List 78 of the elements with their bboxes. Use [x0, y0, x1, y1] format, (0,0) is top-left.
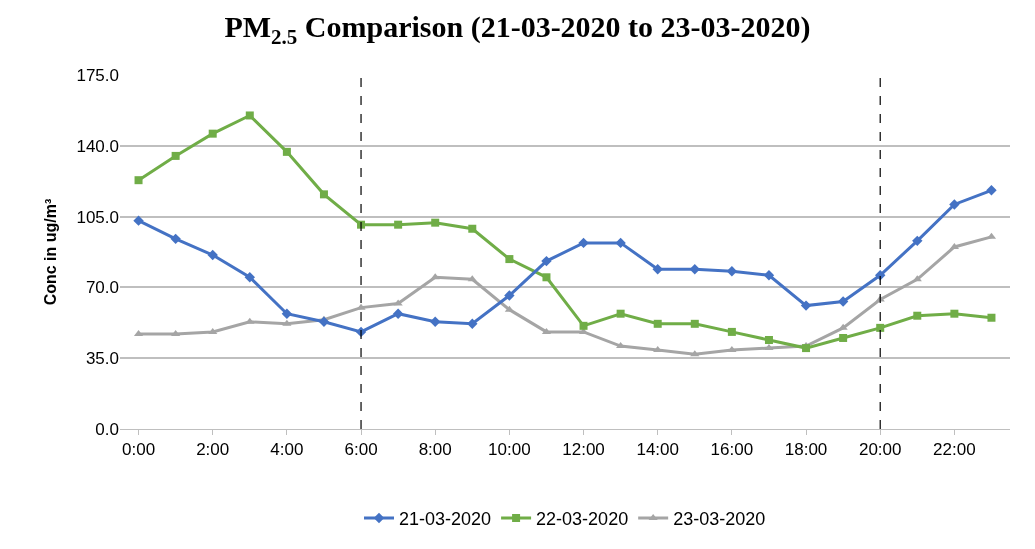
x-tick-label: 22:00	[933, 440, 976, 460]
point	[987, 313, 996, 322]
y-tick-label: 35.0	[85, 349, 119, 369]
x-tick-label: 20:00	[858, 440, 902, 460]
point	[615, 237, 626, 249]
point	[171, 329, 181, 336]
point	[949, 242, 959, 249]
point	[245, 111, 254, 120]
y-tick-label: 105.0	[76, 207, 119, 227]
point	[690, 350, 700, 357]
point	[504, 305, 514, 312]
point	[764, 335, 773, 344]
point	[505, 255, 514, 264]
point	[616, 309, 625, 318]
point	[318, 316, 330, 327]
point	[208, 129, 217, 138]
point	[468, 224, 477, 233]
legend-label: 22-03-2020	[536, 509, 629, 530]
point	[764, 344, 774, 351]
point	[578, 237, 589, 249]
point	[393, 299, 403, 306]
y-tick-label: 70.0	[85, 278, 119, 298]
point	[837, 296, 849, 307]
point	[839, 333, 848, 342]
point	[430, 316, 441, 327]
point	[282, 319, 292, 326]
x-tick-label: 14:00	[636, 440, 679, 460]
x-tick-label: 12:00	[562, 440, 605, 460]
point	[208, 327, 218, 334]
point	[875, 270, 886, 281]
point	[504, 290, 515, 301]
point	[579, 321, 588, 330]
point	[689, 263, 700, 275]
chart-title: PM$_{2.5}$ Comparison (21-03-2020 to 23-03-2020)	[224, 10, 811, 49]
point	[726, 266, 738, 277]
point	[802, 344, 811, 353]
point	[134, 176, 143, 185]
x-tick-label: 16:00	[710, 440, 754, 460]
point	[652, 263, 663, 275]
point	[913, 311, 922, 320]
point	[950, 309, 959, 318]
y-axis-title: Conc in ug/m³	[42, 198, 60, 306]
point	[653, 319, 662, 328]
point	[282, 147, 291, 156]
point	[690, 319, 699, 328]
point	[281, 308, 293, 319]
point	[541, 255, 552, 267]
point	[542, 273, 551, 282]
x-tick-label: 2:00	[196, 440, 230, 460]
x-tick-label: 4:00	[270, 440, 304, 460]
y-tick-label: 140.0	[76, 136, 119, 156]
y-tick-label: 0.0	[95, 419, 119, 439]
legend-label: 21-03-2020	[399, 509, 492, 530]
x-tick-label: 0:00	[121, 440, 156, 460]
x-tick-label: 8:00	[418, 440, 452, 460]
point	[319, 190, 328, 199]
point	[876, 323, 885, 332]
point	[394, 220, 403, 229]
point	[207, 249, 218, 261]
point	[170, 233, 181, 245]
x-tick-label: 18:00	[784, 440, 828, 460]
point	[467, 318, 478, 330]
point	[912, 235, 923, 247]
x-tick-label: 6:00	[344, 440, 378, 460]
point	[431, 218, 440, 227]
point	[727, 346, 737, 353]
point	[392, 308, 404, 319]
point	[133, 215, 144, 226]
legend-label: 23-03-2020	[673, 509, 766, 530]
point	[986, 185, 997, 196]
point	[949, 199, 960, 210]
x-tick-label: 10:00	[488, 440, 531, 460]
point	[763, 270, 775, 281]
point	[244, 272, 255, 283]
y-tick-label: 175.0	[76, 65, 119, 85]
point	[800, 300, 812, 311]
point	[171, 151, 180, 160]
point	[727, 327, 736, 336]
